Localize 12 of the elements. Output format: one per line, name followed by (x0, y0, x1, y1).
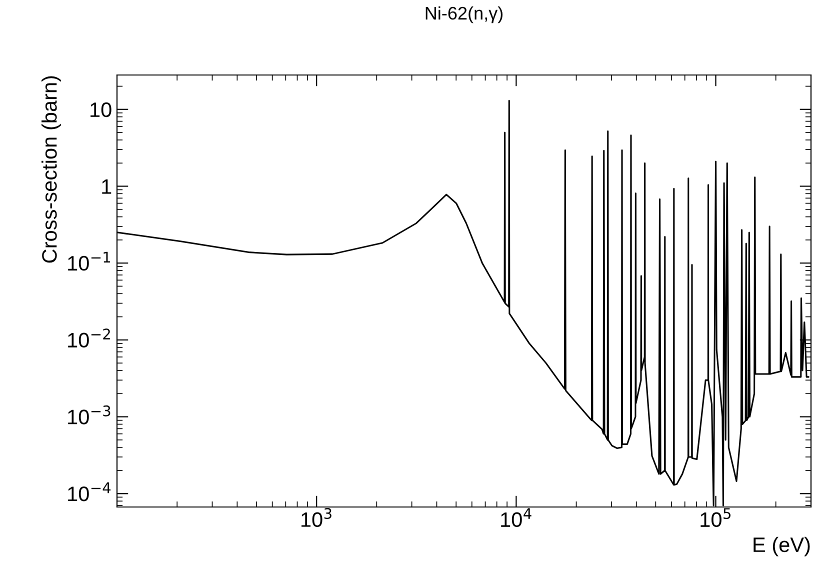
y-axis-title: Cross-section (barn) (42, 76, 61, 263)
x-tick-label: 10$^{3}$ (302, 508, 332, 528)
y-tick-label: 10$^{−2}$ (68, 328, 110, 348)
x-tick-label: 10$^{4}$ (501, 508, 532, 528)
y-tick-label: 10$^{−1}$ (68, 252, 110, 271)
chart-title: Ni-62(n,γ) (426, 6, 503, 24)
y-tick-label: 10$^{−3}$ (68, 405, 110, 424)
x-tick-label: 10$^{5}$ (700, 508, 730, 528)
y-tick-label: 10 (90, 102, 112, 118)
x-axis-title: E (eV) (754, 536, 810, 556)
y-tick-label: 1 (102, 179, 112, 194)
y-tick-label: 10$^{−4}$ (68, 482, 111, 502)
